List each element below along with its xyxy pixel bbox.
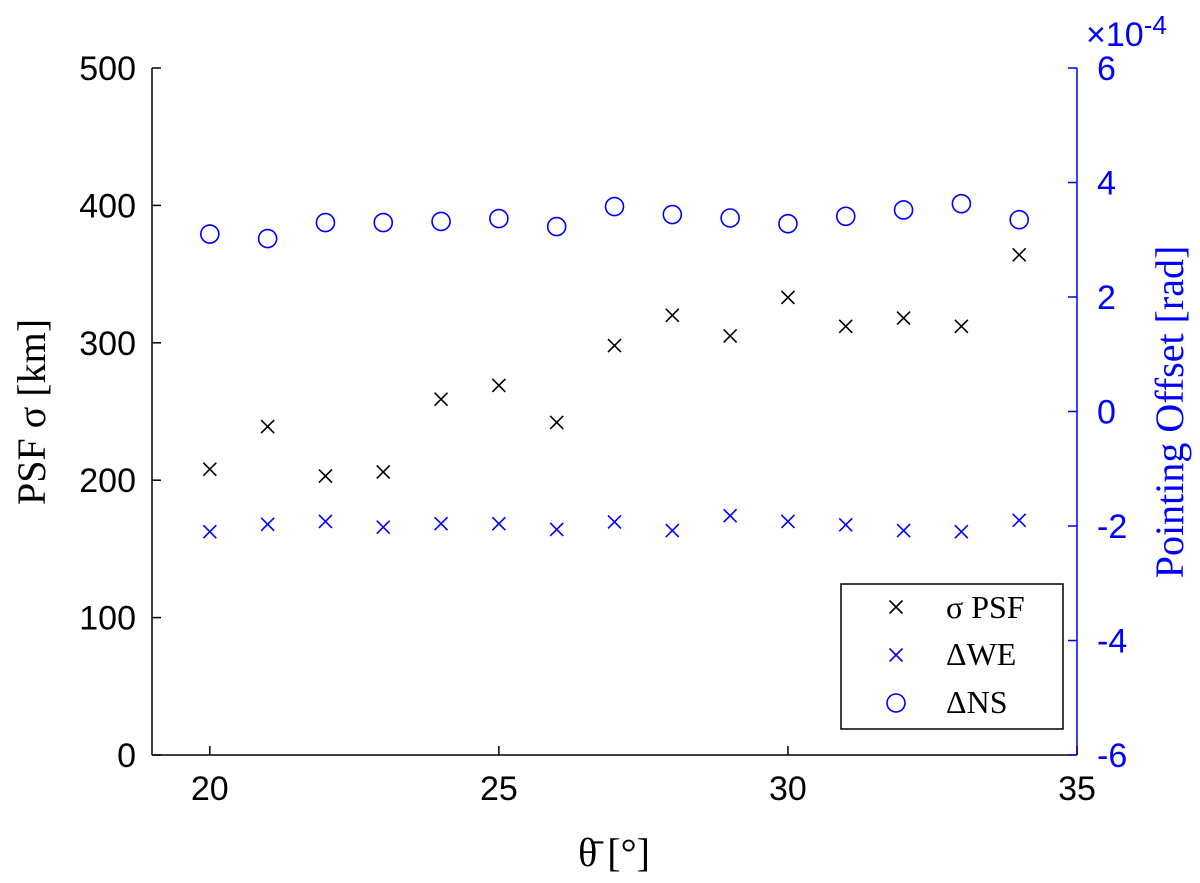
data-point-x (318, 514, 333, 529)
y-left-tick-label: 400 (79, 187, 136, 225)
data-point-circle (200, 224, 220, 244)
data-point-x (838, 319, 853, 334)
data-point-circle (373, 212, 394, 233)
data-point-x (665, 308, 680, 323)
data-point-x (954, 319, 969, 334)
data-point-x (202, 462, 217, 477)
y-left-tick-label: 0 (117, 737, 136, 775)
y-right-tick-label: -6 (1097, 737, 1127, 775)
y-axis-right-label: Pointing Offset [rad] (1147, 246, 1192, 579)
y-left-tick-label: 200 (79, 462, 136, 500)
legend-x-marker-icon (888, 647, 904, 663)
data-point-x (491, 516, 506, 531)
exponent-power: -4 (1144, 10, 1167, 40)
data-point-circle (546, 216, 567, 237)
data-point-x (491, 378, 506, 393)
data-point-x (780, 290, 796, 305)
legend-entry-sigma-psf: σ PSF (888, 589, 1025, 625)
legend-marker (886, 693, 906, 713)
legend-marker (888, 647, 904, 663)
data-point-circle (893, 200, 914, 220)
data-point-x (838, 517, 853, 532)
x-tick-label: 25 (480, 770, 518, 808)
data-point-x (549, 522, 564, 537)
right-axis-exponent-label: ×10-4 (1086, 10, 1167, 54)
data-point-x (607, 338, 622, 353)
data-point-circle (489, 208, 509, 229)
data-point-circle (604, 196, 625, 217)
y-left-tick-label: 100 (79, 600, 136, 638)
legend-entry-delta-we: ΔWE (888, 636, 1016, 672)
data-point-x (433, 516, 449, 531)
y-right-tick-label: 6 (1097, 50, 1116, 88)
legend-marker (888, 599, 904, 615)
y-right-tick-label: 2 (1097, 279, 1116, 317)
data-point-x (202, 524, 217, 539)
data-point-x (723, 508, 738, 523)
data-point-circle (315, 212, 336, 233)
data-point-x (549, 415, 564, 430)
legend-label-sigma-psf: σ PSF (946, 589, 1025, 625)
data-point-circle (835, 206, 856, 227)
exponent-multiplier: ×10 (1086, 16, 1144, 54)
data-point-circle (257, 228, 278, 249)
data-point-circle (431, 211, 451, 232)
data-point-x (607, 514, 622, 530)
data-point-x (723, 328, 738, 343)
data-point-x (433, 392, 449, 407)
y-right-tick-label: -2 (1097, 508, 1127, 546)
legend-label-delta-we: ΔWE (946, 636, 1016, 672)
y-right-tick-label: 4 (1097, 165, 1116, 203)
legend-box (840, 583, 1064, 730)
data-point-x (1012, 513, 1027, 528)
y-right-tick-label: 0 (1097, 394, 1116, 432)
data-point-x (1012, 247, 1027, 262)
data-point-circle (720, 208, 740, 228)
axis-ticks: 20 25 30 35 0 100 200 300 400 500 -6 -4 -2 0 2 4 6 (79, 50, 1127, 808)
y-left-tick-label: 300 (79, 325, 136, 363)
data-point-x (665, 523, 680, 538)
data-point-x (780, 514, 796, 529)
x-tick-label: 35 (1058, 770, 1096, 808)
legend-x-marker-icon (888, 599, 904, 615)
data-point-circle (662, 204, 683, 225)
legend-circle-marker-icon (886, 693, 906, 713)
x-tick-label: 20 (191, 770, 229, 808)
data-points (200, 193, 1029, 539)
data-point-x (260, 517, 275, 532)
data-point-x (260, 419, 275, 434)
data-point-x (896, 523, 911, 538)
data-point-x (954, 524, 969, 539)
data-point-circle (1009, 209, 1029, 230)
data-point-circle (951, 193, 972, 214)
legend-entry-delta-ns: ΔNS (886, 684, 1007, 720)
data-point-circle (778, 213, 798, 234)
legend-label-delta-ns: ΔNS (946, 684, 1007, 720)
x-axis-label: θ̄ [°] (578, 830, 650, 875)
data-point-x (376, 520, 391, 535)
y-right-tick-label: -4 (1097, 623, 1127, 661)
data-point-x (318, 469, 333, 484)
data-point-x (896, 311, 911, 326)
legend: σ PSF ΔWE ΔNS (840, 583, 1064, 730)
x-tick-label: 30 (769, 770, 807, 808)
y-axis-left-label: PSF σ [km] (9, 319, 54, 505)
data-point-x (376, 464, 391, 480)
y-left-tick-label: 500 (79, 50, 136, 88)
